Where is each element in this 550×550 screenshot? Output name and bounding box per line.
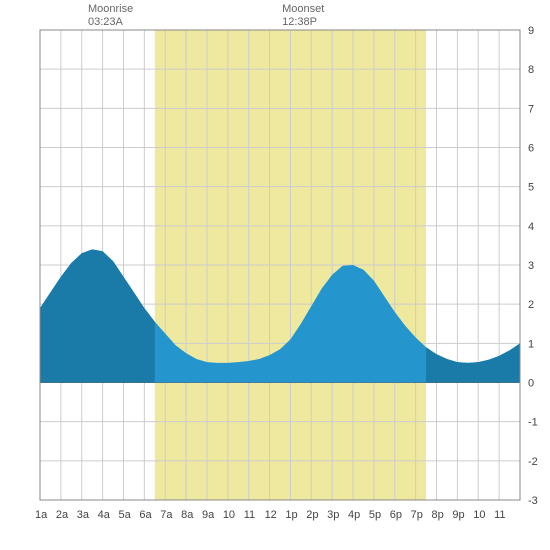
tide-chart: -3-2-101234567891a2a3a4a5a6a7a8a9a101112… bbox=[0, 0, 550, 550]
x-tick-label: 1p bbox=[285, 509, 297, 521]
x-tick-label: 4a bbox=[98, 509, 111, 521]
moonrise-time: 03:23A bbox=[88, 16, 124, 28]
x-tick-label: 4p bbox=[348, 509, 360, 521]
x-tick-label: 9a bbox=[202, 509, 215, 521]
x-tick-label: 12 bbox=[265, 509, 277, 521]
x-tick-label: 5p bbox=[369, 509, 381, 521]
y-tick-label: 2 bbox=[528, 299, 534, 311]
x-tick-label: 5a bbox=[118, 509, 131, 521]
y-tick-label: -3 bbox=[528, 495, 538, 507]
y-tick-label: 3 bbox=[528, 260, 534, 272]
moonset-label: Moonset bbox=[282, 3, 324, 15]
x-tick-label: 10 bbox=[473, 509, 485, 521]
x-tick-label: 11 bbox=[494, 509, 505, 521]
x-tick-label: 7p bbox=[411, 509, 423, 521]
x-tick-label: 8a bbox=[181, 509, 194, 521]
y-tick-label: 9 bbox=[528, 25, 534, 37]
x-tick-label: 11 bbox=[244, 509, 255, 521]
x-tick-label: 7a bbox=[160, 509, 173, 521]
y-tick-label: -2 bbox=[528, 456, 538, 468]
y-tick-label: 1 bbox=[528, 338, 534, 350]
y-tick-label: 7 bbox=[528, 103, 534, 115]
y-tick-label: 4 bbox=[528, 221, 534, 233]
x-tick-label: 6a bbox=[139, 509, 152, 521]
moonrise-label: Moonrise bbox=[88, 3, 133, 15]
chart-svg: -3-2-101234567891a2a3a4a5a6a7a8a9a101112… bbox=[0, 0, 550, 550]
x-tick-label: 2a bbox=[56, 509, 69, 521]
moonset-time: 12:38P bbox=[282, 16, 317, 28]
x-tick-label: 1a bbox=[35, 509, 48, 521]
x-tick-label: 9p bbox=[452, 509, 464, 521]
x-tick-label: 10 bbox=[223, 509, 235, 521]
x-tick-label: 2p bbox=[306, 509, 318, 521]
y-tick-label: 6 bbox=[528, 143, 534, 155]
x-tick-label: 8p bbox=[432, 509, 444, 521]
y-tick-label: -1 bbox=[528, 417, 538, 429]
y-tick-label: 5 bbox=[528, 182, 534, 194]
y-tick-label: 8 bbox=[528, 64, 534, 76]
x-tick-label: 3a bbox=[77, 509, 90, 521]
y-tick-label: 0 bbox=[528, 378, 534, 390]
x-tick-label: 6p bbox=[390, 509, 402, 521]
x-tick-label: 3p bbox=[327, 509, 339, 521]
